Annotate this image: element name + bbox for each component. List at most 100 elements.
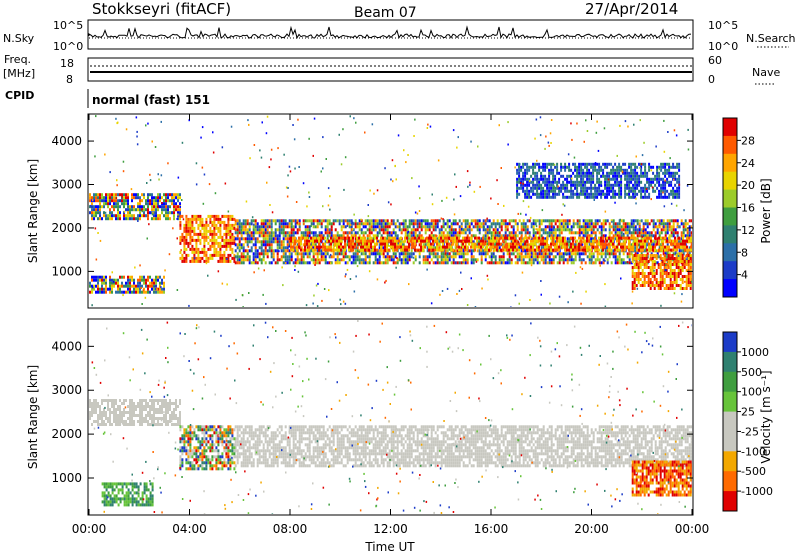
echo-cell xyxy=(588,192,591,196)
echo-cell xyxy=(488,231,491,235)
echo-cell xyxy=(522,237,525,241)
echo-cell xyxy=(157,193,159,197)
echo-cell xyxy=(594,192,597,196)
echo-cell xyxy=(606,180,609,184)
echo-cell xyxy=(348,258,351,262)
echo-cell xyxy=(494,234,497,238)
echo-cell xyxy=(624,186,627,190)
echo-cell xyxy=(233,259,236,263)
echo-cell xyxy=(133,278,135,282)
echo-cell xyxy=(266,252,269,256)
echo-cell xyxy=(478,219,481,223)
echo-cell xyxy=(674,236,676,240)
echo-cell xyxy=(436,261,439,265)
echo-cell xyxy=(668,228,671,232)
echo-cell xyxy=(426,249,429,253)
echo-cell xyxy=(173,202,175,206)
echo-cell xyxy=(225,238,228,242)
echo-cell xyxy=(659,284,662,287)
echo-cell xyxy=(362,236,364,240)
echo-cell xyxy=(111,211,113,215)
echo-cell xyxy=(282,222,285,226)
echo-cell xyxy=(576,195,579,199)
echo-cell xyxy=(300,231,303,235)
echo-cell xyxy=(510,261,513,265)
echo-cell xyxy=(159,284,161,288)
echo-cell xyxy=(660,165,663,169)
echo-cell xyxy=(318,234,321,238)
echo-cell xyxy=(434,228,437,232)
echo-cell xyxy=(444,234,447,238)
echo-cell xyxy=(244,237,247,241)
echo-cell xyxy=(618,165,621,169)
echo-cell xyxy=(522,243,525,247)
echo-cell xyxy=(640,237,643,241)
echo-cell xyxy=(612,219,615,223)
echo-cell xyxy=(542,246,545,250)
echo-cell xyxy=(189,220,192,224)
echo-cell xyxy=(250,237,253,241)
echo-cell xyxy=(474,225,477,229)
echo-cell xyxy=(514,239,516,243)
echo-cell xyxy=(460,255,463,259)
echo-cell xyxy=(272,255,275,259)
echo-cell xyxy=(159,281,161,285)
echo-cell xyxy=(672,228,675,232)
echo-cell xyxy=(282,237,285,241)
echo-cell xyxy=(246,234,249,238)
echo-cell xyxy=(458,234,461,238)
echo-cell xyxy=(163,287,165,291)
echo-cell xyxy=(231,256,234,260)
echo-cell xyxy=(262,231,265,235)
echo-cell xyxy=(558,234,561,238)
echo-cell xyxy=(322,248,324,252)
echo-cell xyxy=(444,236,446,240)
echo-cell xyxy=(105,199,107,203)
echo-cell xyxy=(624,174,627,178)
frequency-panel: Freq. [MHz] 18 8 60 0 Nave xyxy=(3,53,780,86)
echo-cell xyxy=(153,211,155,215)
echo-cell xyxy=(590,162,593,166)
echo-cell xyxy=(470,243,473,247)
echo-cell xyxy=(612,189,615,193)
echo-cell xyxy=(139,290,141,294)
echo-cell xyxy=(91,202,93,206)
echo-cell xyxy=(530,222,533,226)
echo-cell xyxy=(368,219,371,223)
echo-cell xyxy=(673,278,676,281)
echo-cell xyxy=(610,242,612,246)
echo-cell xyxy=(564,168,567,172)
echo-cell xyxy=(240,261,243,265)
echo-cell xyxy=(544,231,547,235)
echo-cell xyxy=(274,234,277,238)
echo-cell xyxy=(630,225,633,229)
echo-cell xyxy=(464,252,467,256)
echo-cell xyxy=(653,254,656,257)
echo-cell xyxy=(107,217,109,221)
echo-cell xyxy=(318,242,320,246)
echo-cell xyxy=(356,258,359,262)
echo-cell xyxy=(436,242,438,246)
echo-cell xyxy=(213,232,216,236)
echo-cell xyxy=(280,222,283,226)
echo-cell xyxy=(358,242,360,246)
echo-cell xyxy=(258,258,261,262)
echo-cell xyxy=(651,263,654,266)
echo-cell xyxy=(416,225,419,229)
echo-cell xyxy=(528,192,531,196)
echo-cell xyxy=(658,177,661,181)
echo-cell xyxy=(139,287,141,291)
echo-cell xyxy=(586,225,589,229)
echo-cell xyxy=(576,222,579,226)
echo-cell xyxy=(530,239,532,243)
echo-cell xyxy=(528,234,531,238)
echo-cell xyxy=(418,219,421,223)
echo-cell xyxy=(428,261,431,265)
echo-cell xyxy=(203,244,206,248)
echo-cell xyxy=(656,252,659,256)
echo-cell xyxy=(608,228,611,232)
echo-cell xyxy=(530,189,533,193)
echo-cell xyxy=(390,231,393,235)
echo-cell xyxy=(336,231,339,235)
echo-cell xyxy=(424,231,427,235)
